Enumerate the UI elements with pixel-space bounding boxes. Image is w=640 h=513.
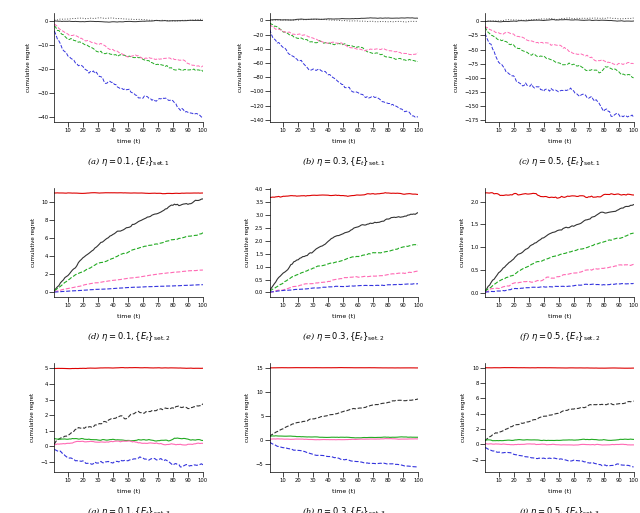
Y-axis label: cumulative regret: cumulative regret — [30, 393, 35, 442]
Y-axis label: cumulative regret: cumulative regret — [244, 218, 250, 267]
Title: (e) $\eta = 0.3, \{E_t\}_{\mathrm{set.2}}$: (e) $\eta = 0.3, \{E_t\}_{\mathrm{set.2}… — [303, 330, 385, 343]
Y-axis label: cumulative regret: cumulative regret — [26, 43, 31, 92]
Y-axis label: cumulative regret: cumulative regret — [461, 393, 465, 442]
X-axis label: time (t): time (t) — [332, 314, 356, 319]
X-axis label: time (t): time (t) — [332, 489, 356, 494]
Y-axis label: cumulative regret: cumulative regret — [239, 43, 243, 92]
X-axis label: time (t): time (t) — [548, 139, 571, 144]
Title: (h) $\eta = 0.3, \{E_t\}_{\mathrm{set.3}}$: (h) $\eta = 0.3, \{E_t\}_{\mathrm{set.3}… — [302, 505, 386, 513]
Y-axis label: cumulative regret: cumulative regret — [31, 218, 36, 267]
Y-axis label: cumulative regret: cumulative regret — [245, 393, 250, 442]
X-axis label: time (t): time (t) — [548, 489, 571, 494]
Title: (c) $\eta = 0.5, \{E_t\}_{\mathrm{set.1}}$: (c) $\eta = 0.5, \{E_t\}_{\mathrm{set.1}… — [518, 155, 601, 168]
X-axis label: time (t): time (t) — [117, 139, 140, 144]
X-axis label: time (t): time (t) — [548, 314, 571, 319]
Title: (g) $\eta = 0.1, \{E_t\}_{\mathrm{set.3}}$: (g) $\eta = 0.1, \{E_t\}_{\mathrm{set.3}… — [87, 505, 170, 513]
Y-axis label: cumulative regret: cumulative regret — [460, 218, 465, 267]
Title: (d) $\eta = 0.1, \{E_t\}_{\mathrm{set.2}}$: (d) $\eta = 0.1, \{E_t\}_{\mathrm{set.2}… — [87, 330, 170, 343]
X-axis label: time (t): time (t) — [117, 314, 140, 319]
X-axis label: time (t): time (t) — [332, 139, 356, 144]
Title: (a) $\eta = 0.1, \{E_t\}_{\mathrm{set.1}}$: (a) $\eta = 0.1, \{E_t\}_{\mathrm{set.1}… — [87, 155, 170, 168]
X-axis label: time (t): time (t) — [117, 489, 140, 494]
Title: (f) $\eta = 0.5, \{E_t\}_{\mathrm{set.2}}$: (f) $\eta = 0.5, \{E_t\}_{\mathrm{set.2}… — [519, 330, 600, 343]
Y-axis label: cumulative regret: cumulative regret — [454, 43, 459, 92]
Title: (b) $\eta = 0.3, \{E_t\}_{\mathrm{set.1}}$: (b) $\eta = 0.3, \{E_t\}_{\mathrm{set.1}… — [302, 155, 386, 168]
Title: (i) $\eta = 0.5, \{E_t\}_{\mathrm{set.3}}$: (i) $\eta = 0.5, \{E_t\}_{\mathrm{set.3}… — [519, 505, 600, 513]
